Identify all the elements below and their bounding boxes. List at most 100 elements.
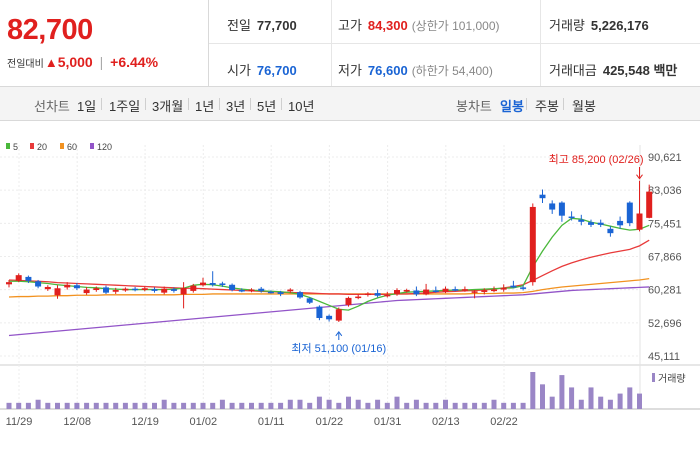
- low-value: 76,600: [367, 63, 408, 78]
- volume-legend-swatch: [652, 373, 655, 382]
- volume-bar: [413, 399, 419, 409]
- period-1d[interactable]: 1일: [77, 99, 97, 114]
- volume-bar: [559, 375, 565, 409]
- candle-monthly[interactable]: 월봉: [572, 99, 596, 114]
- amount-value: 425,548 백만: [602, 63, 678, 78]
- y-tick-label: 60,281: [648, 285, 682, 297]
- candle-body: [626, 202, 633, 224]
- volume-bar: [588, 387, 594, 409]
- high-annotation: 최고 85,200 (02/26): [549, 153, 644, 166]
- divider: [101, 98, 102, 110]
- divider: [145, 98, 146, 110]
- volume-bar: [278, 402, 284, 409]
- legend-label: 20: [37, 142, 47, 152]
- x-tick-label: 12/19: [131, 416, 159, 428]
- period-1y[interactable]: 1년: [195, 99, 215, 114]
- volume-bar: [45, 402, 51, 409]
- candle-body: [151, 289, 158, 291]
- candle-body: [93, 288, 100, 291]
- candle-body: [597, 222, 604, 225]
- x-tick-label: 01/11: [258, 416, 285, 428]
- high-arrow-icon: [636, 174, 643, 180]
- candle-body: [607, 228, 614, 234]
- candle-body: [413, 290, 420, 295]
- candle-body: [297, 292, 303, 298]
- volume-bar: [6, 402, 12, 409]
- volume-bar: [93, 402, 99, 409]
- change-label: 전일대비: [7, 59, 44, 70]
- candle-body: [15, 275, 22, 281]
- candle-body: [578, 219, 585, 222]
- candle-body: [44, 286, 51, 290]
- volume-bar: [627, 387, 633, 409]
- volume-bar: [200, 402, 206, 409]
- candle-body: [481, 290, 488, 292]
- y-tick-label: 83,036: [648, 185, 682, 197]
- candle-body: [141, 288, 148, 291]
- candle-chart-label: 봉차트: [456, 99, 492, 114]
- candle-body: [219, 283, 226, 285]
- change-percent: +6.44%: [110, 54, 159, 70]
- volume-bar: [617, 393, 623, 409]
- legend-label: 60: [67, 142, 77, 152]
- candle-body: [500, 287, 507, 290]
- candle-body: [287, 289, 294, 292]
- period-3m[interactable]: 3개월: [152, 99, 184, 114]
- high-label: 고가: [338, 18, 362, 33]
- volume-bar: [443, 399, 448, 409]
- candle-body: [326, 315, 333, 320]
- ma120-line: [8, 286, 650, 337]
- volume-bar: [25, 402, 31, 409]
- divider: [219, 98, 220, 110]
- candle-body: [432, 290, 439, 292]
- period-10y[interactable]: 10년: [288, 99, 315, 114]
- volume-bar: [55, 402, 60, 409]
- candle-body: [646, 191, 653, 218]
- high-price: 고가 84,300 (상한가 101,000): [338, 15, 500, 34]
- candle-body: [170, 289, 177, 291]
- y-tick-label: 90,621: [648, 152, 682, 164]
- x-tick-label: 01/22: [316, 416, 344, 428]
- trade-amount: 거래대금 425,548 백만: [549, 60, 677, 79]
- divider: [526, 98, 527, 110]
- volume-bar: [598, 396, 604, 409]
- volume-bar: [219, 399, 225, 409]
- candle-body: [510, 285, 517, 288]
- period-1w[interactable]: 1주일: [109, 99, 141, 114]
- volume-bar: [607, 399, 613, 409]
- period-5y[interactable]: 5년: [257, 99, 277, 114]
- candle-body: [132, 288, 139, 291]
- candle-body: [364, 293, 371, 296]
- prev-close-value: 77,700: [256, 18, 297, 33]
- period-3y[interactable]: 3년: [226, 99, 246, 114]
- candle-body: [103, 287, 109, 293]
- volume-bar: [229, 402, 235, 409]
- candle-body: [520, 287, 527, 289]
- low-arrow-icon: [335, 330, 343, 337]
- volume-bar: [268, 402, 274, 409]
- candle-body: [345, 297, 352, 305]
- open-value: 76,700: [256, 63, 297, 78]
- candle-body: [423, 289, 430, 295]
- candle-daily[interactable]: 일봉: [500, 99, 524, 114]
- candle-body: [491, 289, 497, 292]
- volume-bar: [637, 393, 642, 409]
- divider: [188, 98, 189, 110]
- volume-bar: [501, 402, 507, 409]
- volume-bar: [132, 402, 138, 409]
- candle-body: [568, 216, 575, 219]
- legend-label: 5: [13, 142, 18, 152]
- low-annotation: 최저 51,100 (01/16): [291, 342, 386, 355]
- y-tick-label: 52,696: [648, 318, 682, 330]
- candle-weekly[interactable]: 주봉: [535, 99, 559, 114]
- divider: [250, 98, 251, 110]
- x-tick-label: 11/29: [6, 416, 33, 428]
- candle-body: [190, 285, 197, 291]
- candle-body: [442, 288, 449, 292]
- divider: [209, 43, 700, 44]
- candle-body: [122, 288, 129, 291]
- x-tick-label: 02/22: [490, 416, 518, 428]
- candle-body: [161, 288, 168, 293]
- candle-body: [258, 288, 265, 291]
